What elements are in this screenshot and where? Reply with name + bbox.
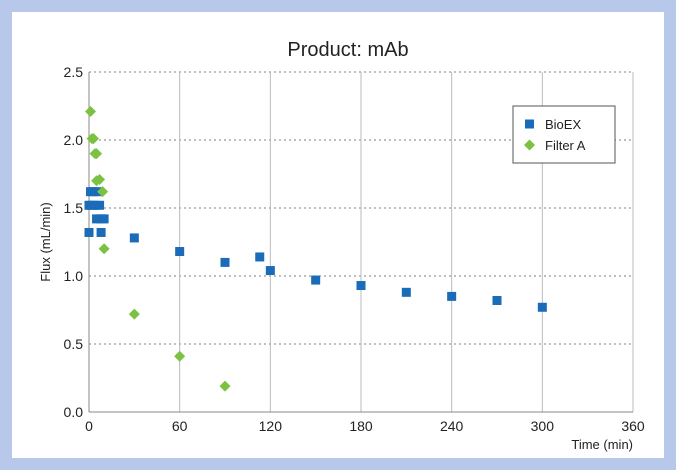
filter-a-point — [98, 243, 110, 255]
x-tick-label: 360 — [621, 418, 645, 434]
filter-a-point — [97, 186, 109, 198]
bioex-point — [492, 295, 502, 305]
x-tick-label: 240 — [440, 418, 464, 434]
bioex-point — [537, 302, 547, 312]
filter-a-point — [174, 350, 186, 362]
bioex-point — [84, 227, 94, 237]
bioex-point — [447, 291, 457, 301]
chart-panel — [12, 12, 664, 458]
filter-a-point — [219, 380, 231, 392]
y-tick-label: 2.0 — [64, 132, 84, 148]
bioex-point — [92, 214, 102, 224]
axes — [88, 72, 633, 413]
y-tick-label: 1.0 — [64, 268, 84, 284]
filter-a-point — [128, 308, 140, 320]
bioex-point — [95, 200, 105, 210]
legend-square-icon — [525, 119, 534, 129]
y-tick-label: 2.5 — [64, 64, 84, 80]
x-tick-label: 120 — [259, 418, 283, 434]
legend: BioEX Filter A — [512, 105, 616, 164]
y-tick-label: 0.5 — [64, 336, 84, 352]
bioex-point — [129, 233, 139, 243]
x-tick-labels: 0 60 120 180 240 300 360 — [85, 418, 645, 434]
y-tick-label: 1.5 — [64, 200, 84, 216]
bioex-point — [356, 281, 366, 291]
filter-a-point — [91, 148, 103, 160]
bioex-point — [220, 257, 230, 267]
bioex-point — [175, 247, 185, 257]
bioex-point — [89, 187, 99, 197]
data-points — [84, 105, 547, 392]
legend-label: BioEX — [545, 117, 581, 132]
x-tick-label: 180 — [349, 418, 373, 434]
bioex-point — [265, 266, 275, 276]
bioex-point — [255, 252, 265, 262]
y-axis-label: Flux (mL/min) — [38, 202, 53, 281]
x-tick-label: 0 — [85, 418, 93, 434]
legend-label: Filter A — [545, 138, 586, 153]
y-tick-labels: 0.0 0.5 1.0 1.5 2.0 2.5 — [64, 64, 84, 420]
filter-a-point — [94, 173, 106, 185]
bioex-point — [401, 287, 411, 297]
x-tick-label: 300 — [531, 418, 555, 434]
bioex-point — [311, 275, 321, 285]
bioex-point — [90, 200, 100, 210]
legend-diamond-icon — [524, 139, 535, 151]
legend-box — [512, 105, 616, 164]
y-tick-label: 0.0 — [64, 404, 84, 420]
filter-a-point — [85, 105, 97, 117]
x-axis-label: Time (min) — [571, 437, 633, 452]
bioex-point — [96, 227, 106, 237]
filter-a-point — [88, 133, 100, 145]
chart-title: Product: mAb — [287, 39, 408, 61]
gridlines — [89, 71, 634, 412]
bioex-point — [99, 214, 109, 224]
x-tick-label: 60 — [172, 418, 188, 434]
